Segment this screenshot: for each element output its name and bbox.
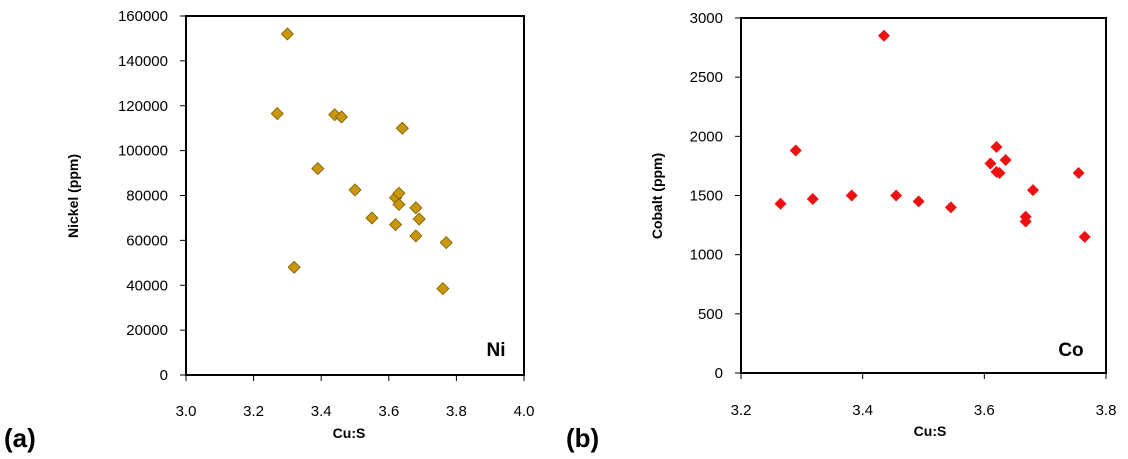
data-point (287, 260, 301, 274)
x-axis-label: Cu:S (914, 423, 947, 439)
data-point (311, 162, 325, 176)
data-point (409, 229, 423, 243)
data-point (774, 197, 787, 210)
data-point (280, 27, 294, 41)
plot-frame (740, 17, 1107, 374)
y-tick-label: 160000 (118, 8, 168, 25)
data-point (912, 195, 925, 208)
x-tick-label: 3.8 (446, 403, 467, 420)
y-tick-label: 140000 (118, 53, 168, 70)
data-point (993, 167, 1006, 180)
panel-label: (b) (566, 423, 599, 453)
data-point (1078, 230, 1091, 243)
y-axis-label: Cobalt (ppm) (649, 153, 665, 239)
data-point (439, 236, 453, 250)
y-tick-label: 120000 (118, 98, 168, 115)
x-tick-label: 3.8 (1096, 402, 1117, 419)
data-point (984, 157, 997, 170)
data-point (789, 144, 802, 157)
x-tick-label: 3.2 (731, 402, 752, 419)
data-point (944, 201, 957, 214)
data-point (877, 29, 890, 42)
y-tick-label: 1000 (690, 247, 723, 264)
x-tick-label: 3.4 (852, 402, 873, 419)
x-tick-label: 3.2 (243, 403, 264, 420)
y-tick-label: 0 (160, 367, 168, 384)
y-tick-label: 1500 (690, 188, 723, 205)
data-point (348, 183, 362, 197)
element-annotation: Co (1058, 340, 1083, 361)
x-tick-label: 3.6 (974, 402, 995, 419)
y-tick-label: 20000 (126, 322, 168, 339)
element-annotation: Ni (487, 340, 506, 361)
x-tick-label: 4.0 (514, 403, 535, 420)
y-tick-label: 100000 (118, 143, 168, 160)
data-point (334, 110, 349, 124)
y-tick-label: 0 (715, 365, 723, 382)
y-tick-label: 80000 (126, 188, 168, 205)
data-point (392, 197, 406, 212)
y-axis-label: Nickel (ppm) (65, 154, 81, 238)
x-tick-label: 3.6 (378, 403, 399, 420)
y-tick-label: 2000 (690, 128, 723, 145)
data-point (270, 107, 284, 121)
data-point (365, 211, 379, 225)
data-point (1072, 167, 1085, 180)
x-tick-label: 3.0 (176, 403, 197, 420)
data-point (1019, 215, 1032, 228)
x-axis-label: Cu:S (333, 425, 366, 441)
data-point (845, 189, 858, 202)
cobalt-scatter-chart: 0 500 1000 1500 2000 2500 3000 3.2 3.4 3.6 3.8 Co… (566, 10, 1116, 453)
nickel-scatter-chart: 0 20000 40000 60000 80000 100000 120000 140000 1… (4, 8, 534, 453)
y-tick-label: 60000 (126, 232, 168, 249)
data-point (436, 282, 450, 296)
data-point (990, 140, 1003, 153)
panel-label: (a) (4, 423, 36, 453)
x-tick-label: 3.4 (311, 403, 332, 420)
data-point (806, 193, 819, 206)
data-point (388, 218, 403, 232)
data-point (890, 189, 903, 202)
data-point (999, 154, 1012, 166)
data-point (412, 212, 426, 226)
y-tick-label: 500 (698, 306, 723, 323)
y-tick-label: 3000 (690, 10, 723, 27)
data-point (409, 201, 423, 215)
data-point (1027, 184, 1039, 197)
data-point (395, 121, 409, 135)
y-tick-label: 2500 (690, 69, 723, 86)
y-tick-label: 40000 (126, 277, 168, 294)
